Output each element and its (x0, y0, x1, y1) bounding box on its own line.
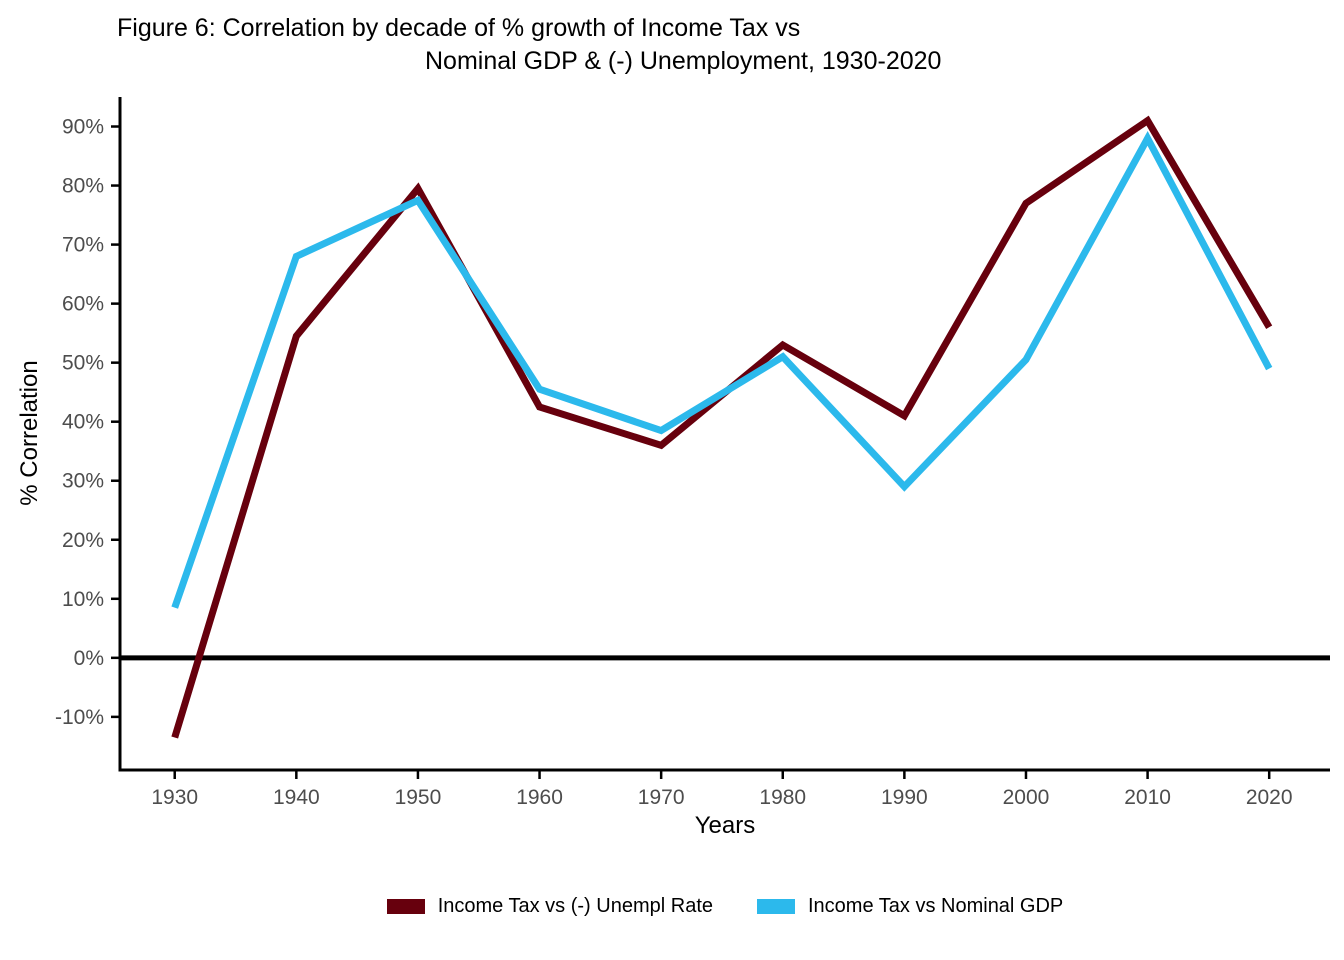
x-tick-label: 1940 (273, 786, 320, 809)
x-tick-label: 2010 (1124, 786, 1171, 809)
y-tick-label: 70% (62, 234, 104, 257)
x-tick-label: 1980 (759, 786, 806, 809)
legend-item-1: Income Tax vs Nominal GDP (757, 895, 1063, 918)
x-tick-label: 2020 (1246, 786, 1293, 809)
x-tick-label: 1950 (395, 786, 442, 809)
y-tick-label: 40% (62, 411, 104, 434)
x-tick-label: 1990 (881, 786, 928, 809)
y-tick-label: -10% (55, 706, 104, 729)
y-tick-label: 10% (62, 588, 104, 611)
legend-label-0: Income Tax vs (-) Unempl Rate (437, 895, 713, 917)
x-tick-label: 1970 (638, 786, 685, 809)
y-tick-label: 80% (62, 175, 104, 198)
y-tick-label: 20% (62, 529, 104, 552)
y-tick-label: 30% (62, 470, 104, 493)
chart-title-line2: Nominal GDP & (-) Unemployment, 1930-202… (425, 47, 942, 75)
y-tick-label: 90% (62, 116, 104, 139)
x-tick-label: 1930 (151, 786, 198, 809)
series-line-1 (171, 130, 1273, 609)
chart-title: Figure 6: Correlation by decade of % gro… (117, 12, 941, 78)
legend-swatch-1 (757, 899, 795, 914)
chart-title-line1: Figure 6: Correlation by decade of % gro… (117, 14, 801, 42)
y-tick-label: 60% (62, 293, 104, 316)
legend-swatch-0 (386, 899, 425, 914)
x-tick-label: 1960 (516, 786, 563, 809)
chart-legend: Income Tax vs (-) Unempl Rate Income Tax … (120, 895, 1330, 918)
x-axis-title: Years (694, 812, 756, 839)
y-tick-label: 50% (62, 352, 104, 375)
legend-label-1: Income Tax vs Nominal GDP (808, 895, 1064, 917)
y-tick-label: 0% (74, 647, 104, 670)
x-tick-label: 2000 (1003, 786, 1050, 809)
legend-item-0: Income Tax vs (-) Unempl Rate (386, 895, 713, 918)
